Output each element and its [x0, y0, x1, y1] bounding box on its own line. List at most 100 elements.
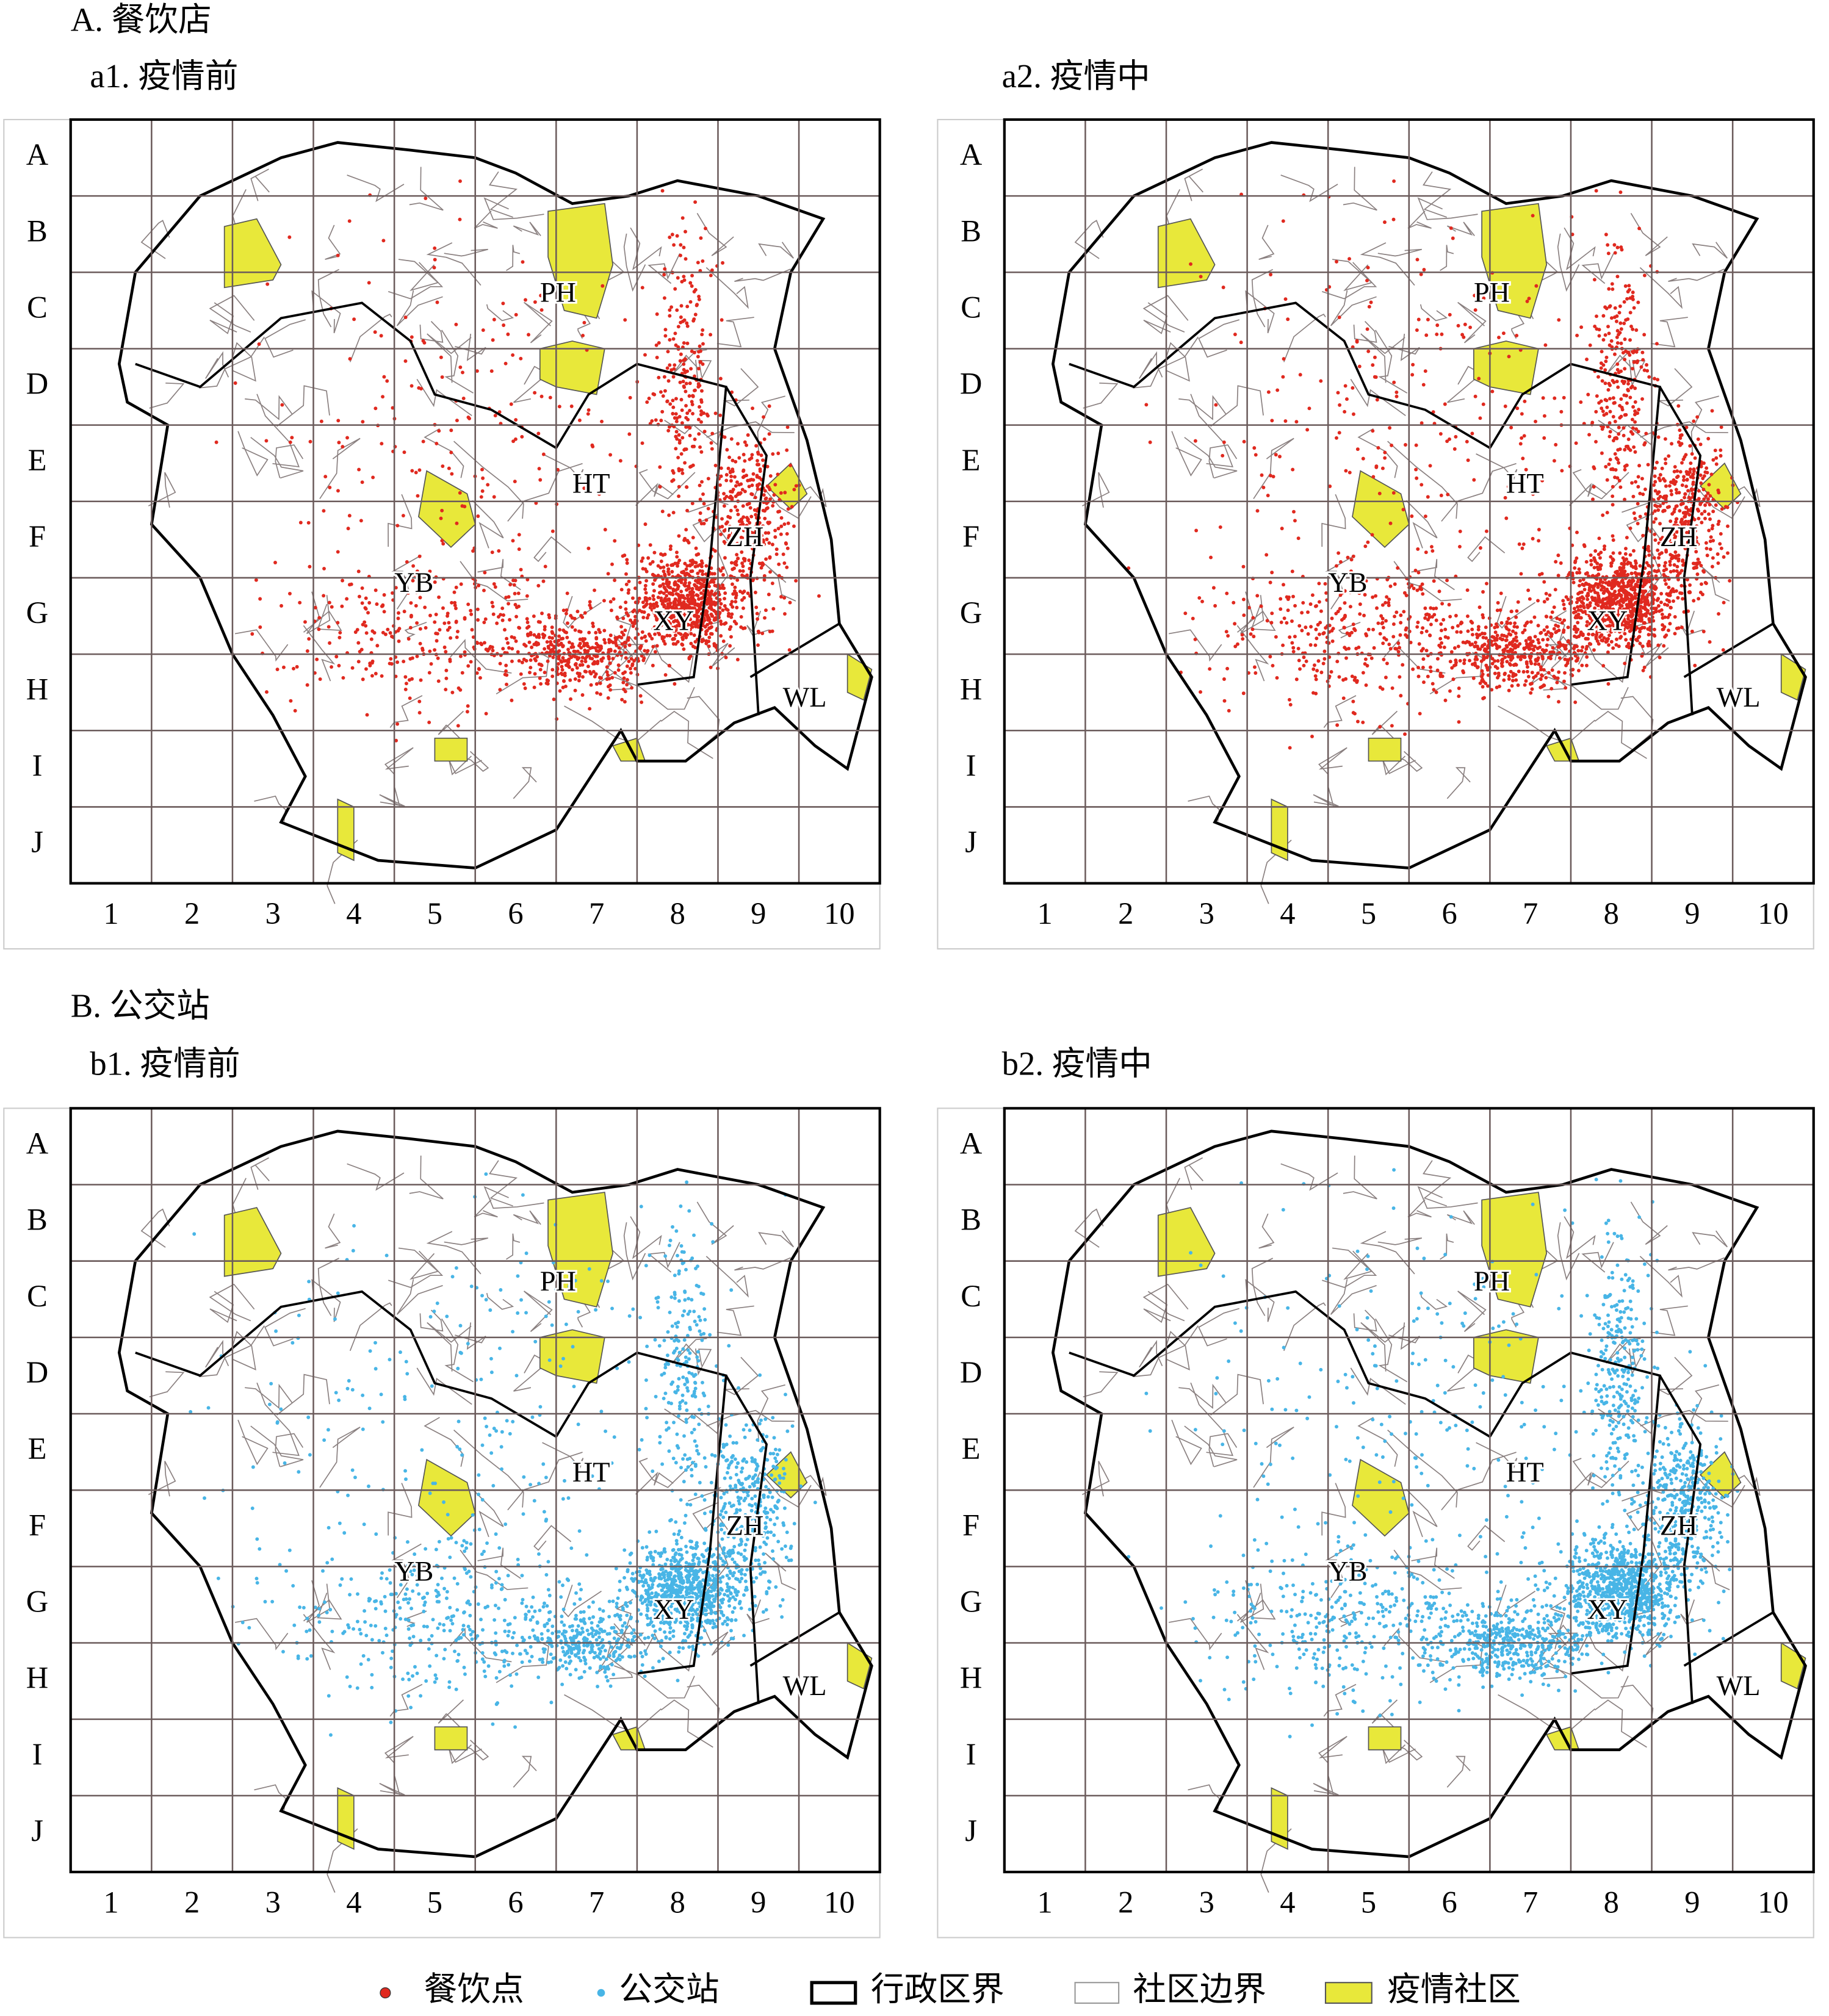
- poi-dot: [361, 420, 365, 424]
- poi-dot: [756, 643, 760, 647]
- poi-dot: [618, 459, 622, 463]
- poi-dot: [705, 600, 710, 605]
- poi-dot: [356, 569, 361, 574]
- poi-dot: [265, 282, 270, 286]
- poi-dot: [760, 632, 765, 635]
- poi-dot: [1514, 678, 1518, 682]
- community-boundary: [311, 290, 341, 334]
- poi-dot: [449, 428, 453, 433]
- poi-dot: [1281, 643, 1285, 647]
- poi-dot: [1719, 454, 1723, 458]
- poi-dot: [1531, 214, 1535, 218]
- poi-dot: [1415, 257, 1420, 262]
- poi-dot: [370, 659, 375, 663]
- poi-dot: [1254, 671, 1258, 675]
- poi-dot: [1542, 436, 1546, 440]
- community-boundary: [250, 168, 270, 201]
- poi-dot: [1627, 284, 1631, 288]
- poi-dot: [1435, 668, 1440, 672]
- poi-dot: [482, 641, 486, 645]
- poi-dot: [603, 528, 607, 531]
- poi-dot: [1388, 521, 1393, 525]
- poi-dot: [403, 675, 408, 679]
- poi-dot: [352, 317, 356, 322]
- poi-dot: [1516, 655, 1520, 659]
- poi-dot: [739, 615, 743, 619]
- poi-dot: [500, 606, 505, 610]
- poi-dot: [1523, 399, 1527, 403]
- poi-dot: [1513, 645, 1517, 649]
- poi-dot: [1596, 642, 1601, 646]
- poi-dot: [1611, 396, 1615, 400]
- poi-dot: [1513, 621, 1517, 625]
- poi-dot: [1580, 595, 1584, 599]
- poi-dot: [1640, 477, 1644, 481]
- poi-dot: [615, 615, 619, 619]
- poi-dot: [1499, 591, 1503, 596]
- poi-dot: [779, 524, 784, 528]
- poi-dot: [1606, 682, 1611, 686]
- poi-dot: [1537, 539, 1541, 543]
- poi-dot: [1387, 600, 1391, 605]
- poi-dot: [307, 637, 311, 641]
- poi-dot: [1268, 580, 1272, 585]
- poi-dot: [1690, 629, 1694, 633]
- poi-dot: [1302, 663, 1306, 668]
- poi-dot: [704, 564, 709, 568]
- poi-dot: [1209, 555, 1213, 560]
- poi-dot: [1481, 402, 1485, 406]
- col-label: 10: [824, 896, 855, 931]
- poi-dot: [1669, 489, 1673, 493]
- poi-dot: [1623, 284, 1628, 288]
- poi-dot: [729, 602, 733, 607]
- poi-dot: [1275, 388, 1280, 392]
- poi-dot: [1392, 179, 1396, 183]
- poi-dot: [1438, 671, 1443, 675]
- poi-dot: [1611, 414, 1615, 419]
- poi-dot: [1383, 456, 1387, 460]
- poi-dot: [1423, 369, 1427, 373]
- poi-dot: [1635, 361, 1639, 365]
- poi-dot: [648, 543, 652, 547]
- poi-dot: [1297, 624, 1302, 628]
- row-label: C: [27, 290, 48, 324]
- poi-dot: [782, 561, 787, 565]
- poi-dot: [643, 587, 648, 591]
- poi-dot: [680, 279, 684, 284]
- poi-dot: [1645, 363, 1649, 367]
- poi-dot: [1330, 616, 1334, 621]
- poi-dot: [505, 636, 509, 641]
- poi-dot: [323, 475, 328, 479]
- poi-dot: [1575, 571, 1579, 575]
- poi-dot: [598, 692, 602, 696]
- poi-dot: [700, 583, 704, 586]
- poi-dot: [1466, 458, 1470, 463]
- poi-dot: [455, 635, 459, 639]
- poi-dot: [1528, 682, 1532, 686]
- poi-dot: [1330, 639, 1335, 643]
- poi-dot: [696, 384, 701, 389]
- poi-dot: [786, 521, 790, 525]
- poi-dot: [591, 661, 595, 666]
- poi-dot: [747, 484, 751, 489]
- poi-dot: [693, 639, 698, 644]
- poi-dot: [1424, 550, 1428, 555]
- poi-dot: [1542, 683, 1546, 687]
- poi-dot: [1427, 633, 1432, 638]
- poi-dot: [1623, 552, 1628, 556]
- poi-dot: [1440, 602, 1445, 606]
- poi-dot: [658, 465, 662, 469]
- poi-dot: [424, 625, 428, 630]
- poi-dot: [1211, 586, 1216, 590]
- poi-dot: [1681, 457, 1686, 461]
- poi-dot: [687, 394, 691, 398]
- poi-dot: [1619, 327, 1623, 331]
- poi-dot: [508, 617, 512, 622]
- community-boundary: [472, 500, 504, 549]
- poi-dot: [1310, 735, 1314, 738]
- poi-dot: [1445, 439, 1449, 444]
- poi-dot: [1420, 649, 1424, 653]
- poi-dot: [616, 668, 621, 672]
- poi-dot: [1279, 620, 1283, 624]
- poi-dot: [648, 605, 652, 610]
